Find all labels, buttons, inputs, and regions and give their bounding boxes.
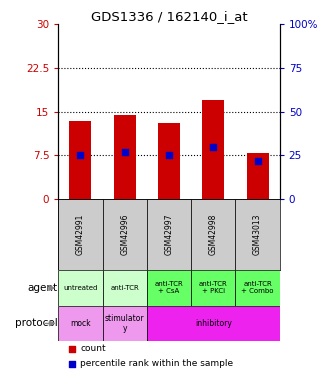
Text: anti-TCR: anti-TCR [110, 285, 139, 291]
Title: GDS1336 / 162140_i_at: GDS1336 / 162140_i_at [91, 10, 247, 23]
Text: protocol: protocol [15, 318, 57, 328]
Bar [114, 115, 136, 199]
Point [78, 153, 83, 159]
Bar [58, 270, 103, 306]
Text: GSM42991: GSM42991 [76, 214, 85, 255]
Text: anti-TCR
+ CsA: anti-TCR + CsA [155, 282, 183, 294]
Point [122, 149, 128, 155]
Text: agent: agent [27, 283, 57, 293]
Bar [235, 199, 280, 270]
Text: mock: mock [70, 319, 91, 328]
Bar [147, 199, 191, 270]
Bar [103, 199, 147, 270]
Text: inhibitory: inhibitory [195, 319, 232, 328]
Point [69, 361, 74, 367]
Text: GSM42997: GSM42997 [165, 214, 173, 255]
Bar [191, 199, 235, 270]
Bar [103, 306, 147, 341]
Bar [147, 270, 191, 306]
Bar [103, 270, 147, 306]
Text: untreated: untreated [63, 285, 98, 291]
Bar [158, 123, 180, 199]
Point [211, 144, 216, 150]
Bar [58, 199, 103, 270]
Bar [58, 306, 103, 341]
Text: GSM42996: GSM42996 [120, 214, 129, 255]
Point [166, 152, 172, 157]
Bar [235, 270, 280, 306]
Text: GSM42998: GSM42998 [209, 214, 218, 255]
Bar [147, 306, 280, 341]
Bar [202, 100, 224, 199]
Text: anti-TCR
+ PKCi: anti-TCR + PKCi [199, 282, 228, 294]
Text: count: count [81, 344, 106, 353]
Point [255, 158, 260, 164]
Point [69, 346, 74, 352]
Bar [246, 153, 269, 199]
Text: percentile rank within the sample: percentile rank within the sample [81, 359, 233, 368]
Text: GSM43013: GSM43013 [253, 214, 262, 255]
Text: stimulator
y: stimulator y [105, 314, 145, 333]
Text: anti-TCR
+ Combo: anti-TCR + Combo [241, 282, 274, 294]
Bar [191, 270, 235, 306]
Bar [69, 120, 92, 199]
